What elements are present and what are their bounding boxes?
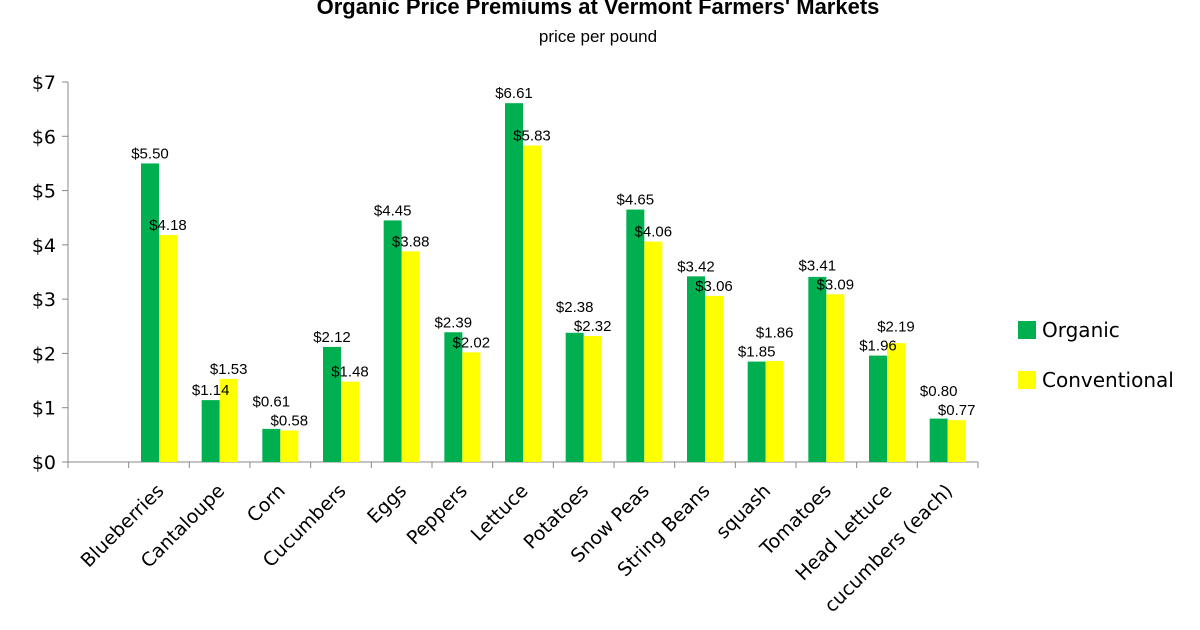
organic-bar xyxy=(444,332,463,462)
conventional-bar xyxy=(826,294,845,462)
organic-bar xyxy=(747,361,766,462)
organic-bar xyxy=(929,418,948,462)
legend: Organic Conventional xyxy=(1018,318,1174,392)
y-tick-label: $6 xyxy=(32,126,56,148)
organic-bar xyxy=(383,220,402,462)
conventional-data-label: $1.86 xyxy=(756,325,794,342)
conventional-bar xyxy=(705,295,723,462)
legend-label: Conventional xyxy=(1042,368,1174,392)
conventional-data-label: $3.88 xyxy=(392,233,430,250)
conventional-bar xyxy=(583,336,602,462)
chart-title: Organic Price Premiums at Vermont Farmer… xyxy=(317,0,880,19)
organic-data-label: $3.41 xyxy=(799,257,837,274)
y-tick-label: $3 xyxy=(32,289,56,311)
organic-bar xyxy=(141,163,159,462)
organic-bar xyxy=(323,346,341,462)
conventional-data-label: $2.19 xyxy=(877,319,915,336)
y-tick-label: $5 xyxy=(32,181,56,203)
organic-bar xyxy=(505,103,523,463)
organic-bar xyxy=(869,355,887,462)
y-tick-label: $7 xyxy=(32,72,56,94)
legend-swatch-organic xyxy=(1018,321,1036,339)
conventional-bar xyxy=(887,343,905,462)
conventional-data-label: $2.32 xyxy=(574,318,612,335)
conventional-bar xyxy=(462,352,481,462)
organic-data-label: $6.61 xyxy=(495,85,533,102)
organic-data-label: $5.50 xyxy=(131,145,169,162)
y-tick-label: $0 xyxy=(32,452,56,474)
organic-bar xyxy=(808,276,827,462)
legend-swatch-conventional xyxy=(1018,371,1036,389)
y-tick-label: $1 xyxy=(32,398,56,420)
organic-data-label: $2.12 xyxy=(313,329,351,346)
y-tick-label: $4 xyxy=(32,235,56,257)
organic-bar xyxy=(262,428,281,462)
conventional-bar xyxy=(280,430,299,462)
organic-data-label: $0.80 xyxy=(920,383,958,400)
conventional-data-label: $3.09 xyxy=(817,276,855,293)
organic-data-label: $1.96 xyxy=(859,338,897,355)
conventional-bar xyxy=(644,241,663,462)
conventional-data-label: $0.58 xyxy=(271,413,309,430)
organic-data-label: $4.65 xyxy=(617,192,655,209)
conventional-data-label: $0.77 xyxy=(938,402,976,419)
conventional-data-label: $1.48 xyxy=(331,364,369,381)
conventional-bar xyxy=(159,235,177,462)
organic-data-label: $2.39 xyxy=(435,314,473,331)
conventional-bar xyxy=(401,251,420,462)
conventional-data-label: $4.06 xyxy=(635,224,673,241)
organic-data-label: $1.14 xyxy=(192,382,230,399)
data-labels: $5.50 $1.14 $0.61 $2.12 $4.45 $2.39 $6.61 $2.38… xyxy=(131,85,975,429)
organic-data-label: $3.42 xyxy=(677,258,715,275)
y-tick-label: $2 xyxy=(32,343,56,365)
x-category-label: Eggs xyxy=(363,480,411,528)
conventional-bar xyxy=(219,378,238,462)
conventional-bar xyxy=(341,381,359,462)
organic-bar xyxy=(201,400,220,462)
chart-subtitle: price per pound xyxy=(539,27,657,46)
organic-data-label: $0.61 xyxy=(253,394,291,411)
conventional-data-label: $3.06 xyxy=(695,278,733,295)
conventional-bar xyxy=(765,361,784,462)
organic-data-label: $2.38 xyxy=(556,299,594,316)
organic-bar xyxy=(565,332,584,462)
organic-bar xyxy=(626,209,645,462)
x-category-label: Corn xyxy=(243,480,290,527)
x-category-label: Peppers xyxy=(403,480,472,549)
conventional-data-label: $1.53 xyxy=(210,361,248,378)
organic-data-label: $1.85 xyxy=(738,344,776,361)
bars xyxy=(141,103,966,463)
conventional-data-label: $2.02 xyxy=(453,334,491,351)
conventional-data-label: $4.18 xyxy=(149,217,187,234)
organic-data-label: $4.45 xyxy=(374,202,412,219)
conventional-bar xyxy=(947,420,966,462)
organic-bar xyxy=(687,276,705,462)
conventional-data-label: $5.83 xyxy=(513,128,551,145)
legend-label: Organic xyxy=(1042,318,1120,342)
conventional-bar xyxy=(523,145,541,462)
